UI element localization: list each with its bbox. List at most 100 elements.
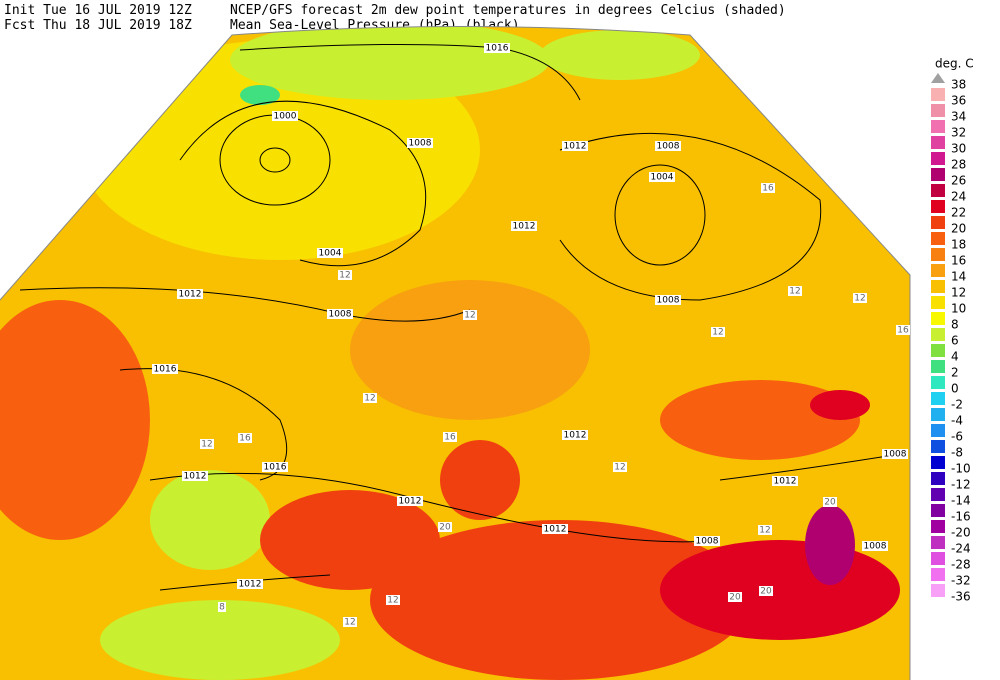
legend-swatch [931,200,945,213]
temperature-label-box [438,522,452,532]
legend-swatch [931,216,945,229]
temperature-label-box [200,439,214,449]
legend-label: 14 [951,270,966,284]
legend-swatch [931,328,945,341]
isobar-label-box [562,430,588,440]
shading [810,390,870,420]
isobar [719,453,901,481]
isobar-label: 1008 [696,537,719,547]
legend-label: 22 [951,206,966,220]
legend-label: 18 [951,238,966,252]
legend-label: 0 [951,382,959,396]
isobar-label: 1004 [319,249,342,259]
legend-label: -12 [951,478,971,492]
shading [0,300,150,540]
legend-swatch [931,344,945,357]
isobar-label: 1008 [657,296,680,306]
isobar-label-box [649,172,675,182]
temperature-label-box [711,327,725,337]
isobar [19,287,471,322]
legend-label: -32 [951,574,971,588]
temperature-label-box [218,602,226,612]
temperature-label: 12 [201,440,212,450]
temperature-label: 12 [712,328,723,338]
isobar-label-box [772,476,798,486]
legend-label: -6 [951,430,963,444]
legend-swatch [931,88,945,101]
legend-swatch [931,312,945,325]
shading [150,470,270,570]
map [0,26,910,680]
isobar-label-box [882,449,908,459]
temperature-label: 8 [219,603,225,613]
temperature-label-box [463,310,477,320]
legend-swatch [931,408,945,421]
legend-swatch [931,168,945,181]
legend-swatch [931,392,945,405]
isobar-label-box [397,496,423,506]
temperature-label: 12 [464,311,475,321]
legend-label: -16 [951,510,971,524]
isobar-label-box [272,111,298,121]
legend-label: 38 [951,78,966,92]
temperature-label-box [896,325,910,335]
temperature-label: 16 [897,326,909,336]
temperature-label-box [761,183,775,193]
isobar-label: 1000 [274,112,297,122]
isobar [559,132,822,301]
legend-label: 24 [951,190,966,204]
temperature-label: 20 [760,587,772,597]
temperature-label-box [343,617,357,627]
isobar-label-box [562,141,588,151]
legend-label: 20 [951,222,966,236]
legend-label: -10 [951,462,971,476]
legend-label: 12 [951,286,966,300]
legend-swatch [931,552,945,565]
isobar-label: 1012 [179,290,202,300]
temperature-label: 12 [339,271,350,281]
shading [540,30,700,80]
isobar [259,147,291,173]
isobar-label-box [152,364,178,374]
temperature-label-box [788,286,802,296]
legend-swatch [931,120,945,133]
isobar-label: 1008 [329,310,352,320]
isobar-label: 1016 [486,44,509,54]
isobar-label: 1012 [239,580,262,590]
temperature-label: 12 [614,463,625,473]
temperature-label-box [759,586,773,596]
isobar-label: 1008 [657,142,680,152]
temperature-label-box [338,270,352,280]
legend-label: -24 [951,542,971,556]
legend-label: 30 [951,142,966,156]
temperature-label-box [728,592,742,602]
temperature-label: 12 [854,294,865,304]
temperature-label: 20 [824,498,836,508]
legend-swatch [931,264,945,277]
isobar-label-box [327,309,353,319]
legend-label: -36 [951,590,971,604]
temperature-label-box [443,432,457,442]
title: NCEP/GFS forecast 2m dew point temperatu… [230,3,786,18]
isobar-label: 1012 [774,477,797,487]
temperature-label: 12 [344,618,355,628]
legend-label: 10 [951,302,966,316]
isobar-label: 1008 [884,450,907,460]
map-border [0,26,911,680]
legend-swatch [931,280,945,293]
isobar-label: 1012 [544,525,567,535]
legend-swatch [931,232,945,245]
legend-swatch [931,472,945,485]
legend-swatch [931,504,945,517]
isobar-label: 1012 [564,431,587,441]
legend-label: -14 [951,494,971,508]
isobar-label: 1016 [154,365,177,375]
temperature-label-box [613,462,627,472]
temperature-label: 20 [729,593,741,603]
legend-swatch [931,184,945,197]
shading [660,540,900,640]
legend-swatch [931,152,945,165]
shading [230,26,550,100]
legend-label: 28 [951,158,966,172]
legend-swatch [931,136,945,149]
